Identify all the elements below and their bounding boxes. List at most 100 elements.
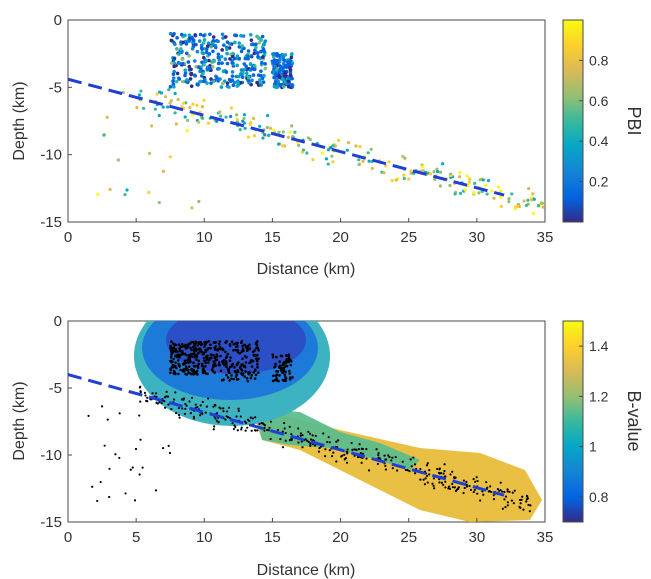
bvalue-event xyxy=(485,481,488,484)
pbi-point xyxy=(531,211,535,215)
bvalue-event xyxy=(240,340,244,343)
bvalue-event xyxy=(250,429,253,432)
bvalue-event xyxy=(474,480,477,483)
pbi-point xyxy=(490,189,494,193)
bvalue-event xyxy=(529,504,532,507)
pbi-point xyxy=(326,148,331,152)
bvalue-event xyxy=(207,339,211,343)
pbi-point xyxy=(201,72,205,76)
bvalue-event xyxy=(203,359,206,363)
bvalue-event xyxy=(457,486,460,489)
bvalue-event xyxy=(367,469,371,472)
bvalue-event xyxy=(424,477,427,480)
bvalue-event xyxy=(388,455,391,459)
bvalue-event xyxy=(237,409,240,413)
pbi-point xyxy=(275,67,279,72)
bvalue-event xyxy=(288,376,292,379)
pbi-point xyxy=(183,115,187,119)
pbi-point xyxy=(297,143,301,147)
bvalue-event xyxy=(232,427,236,431)
pbi-point xyxy=(463,188,467,192)
bvalue-event xyxy=(145,399,148,402)
pbi-point xyxy=(256,54,260,59)
pbi-point xyxy=(168,101,172,105)
pbi-point xyxy=(438,184,443,188)
bvalue-event xyxy=(281,363,284,367)
bvalue-event xyxy=(413,463,417,466)
bvalue-event xyxy=(289,359,293,363)
bvalue-event xyxy=(291,376,294,379)
pbi-point xyxy=(433,177,437,181)
pbi-point xyxy=(163,95,168,99)
bvalue-event xyxy=(169,367,172,371)
pbi-point xyxy=(216,61,221,66)
bvalue-colorbar xyxy=(562,320,584,523)
pbi-colorbar-tick-label: 0.2 xyxy=(589,174,609,190)
pbi-point xyxy=(276,142,281,146)
bvalue-event xyxy=(207,397,210,400)
bvalue-event xyxy=(426,481,429,484)
bvalue-event xyxy=(190,348,193,352)
bvalue-event xyxy=(196,351,200,355)
bvalue-event xyxy=(173,343,177,347)
bvalue-event xyxy=(512,502,515,505)
bvalue-event xyxy=(217,342,221,346)
bvalue-event xyxy=(453,486,456,489)
bvalue-event xyxy=(237,407,240,410)
bvalue-event xyxy=(134,447,138,451)
pbi-point xyxy=(175,47,179,51)
pbi-point xyxy=(168,31,173,36)
pbi-point xyxy=(225,81,230,85)
bvalue-event xyxy=(350,441,353,445)
bvalue-event xyxy=(214,348,217,352)
pbi-point xyxy=(172,32,176,36)
pbi-point xyxy=(197,39,202,43)
bvalue-event xyxy=(376,462,379,466)
pbi-point xyxy=(251,73,256,77)
pbi-x-tick-label: 5 xyxy=(132,229,140,246)
pbi-point xyxy=(282,65,286,69)
bvalue-event xyxy=(281,446,285,449)
bvalue-event xyxy=(243,354,247,358)
bvalue-event xyxy=(307,430,310,433)
bvalue-x-tick-label: 20 xyxy=(332,529,349,546)
pbi-x-tick-label: 10 xyxy=(196,229,213,246)
bvalue-event xyxy=(288,372,292,375)
pbi-point xyxy=(289,84,294,88)
bvalue-event xyxy=(277,379,280,383)
bvalue-event xyxy=(138,473,141,476)
bvalue-event xyxy=(252,353,256,357)
pbi-point xyxy=(207,52,212,56)
pbi-point xyxy=(108,187,112,192)
pbi-point xyxy=(229,114,233,119)
bvalue-event xyxy=(181,368,185,372)
bvalue-event xyxy=(253,349,256,352)
pbi-point xyxy=(227,46,232,50)
pbi-point xyxy=(477,191,481,195)
bvalue-event xyxy=(246,426,249,429)
pbi-point xyxy=(191,38,196,42)
bvalue-event xyxy=(436,467,439,471)
bvalue-event xyxy=(194,403,197,406)
bvalue-event xyxy=(174,347,178,351)
bvalue-event xyxy=(437,471,441,474)
pbi-point xyxy=(507,199,511,204)
bvalue-event xyxy=(275,373,279,376)
pbi-point xyxy=(239,33,243,38)
bvalue-colorbar-tick-label: 0.8 xyxy=(589,489,609,505)
bvalue-event xyxy=(465,483,468,486)
bvalue-event xyxy=(91,485,94,488)
bvalue-event xyxy=(129,468,132,471)
bvalue-event xyxy=(210,356,213,360)
pbi-point xyxy=(370,166,374,171)
pbi-point xyxy=(273,64,277,69)
bvalue-event xyxy=(218,345,222,349)
bvalue-event xyxy=(462,479,465,482)
pbi-point xyxy=(238,128,242,132)
bvalue-event xyxy=(432,484,435,488)
bvalue-event xyxy=(506,490,509,493)
pbi-point xyxy=(256,36,261,40)
pbi-point xyxy=(473,181,477,185)
bvalue-event xyxy=(358,443,361,446)
bvalue-event xyxy=(220,347,223,351)
